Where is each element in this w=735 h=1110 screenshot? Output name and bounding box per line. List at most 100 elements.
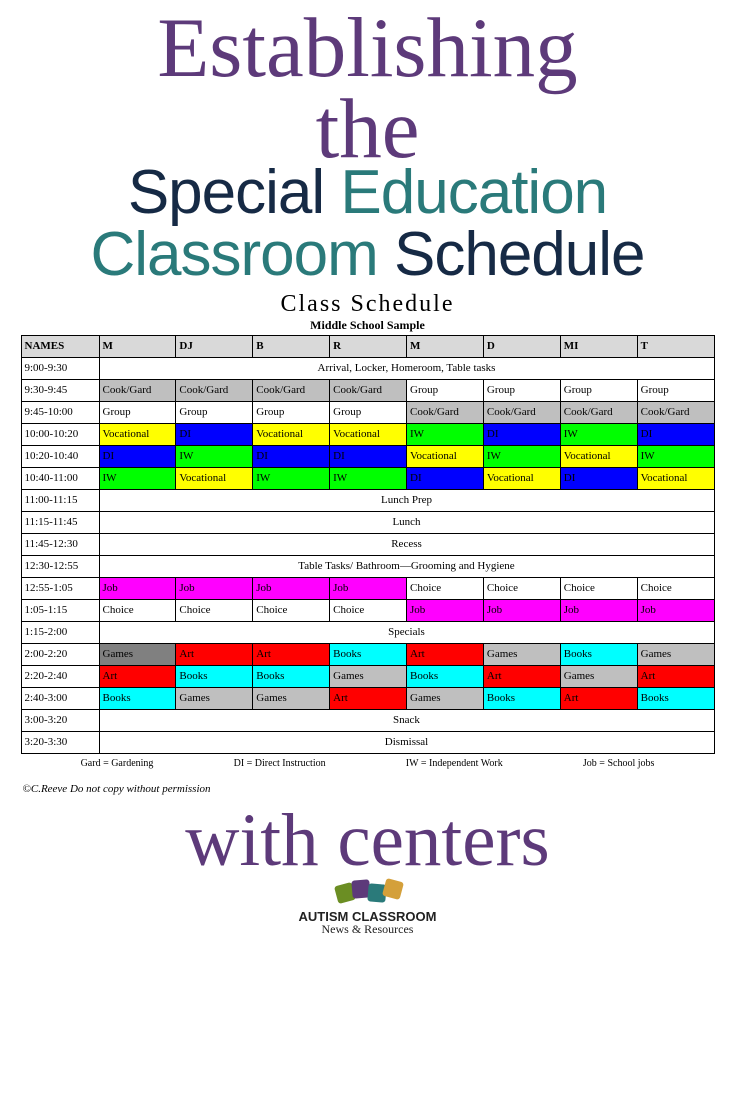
merged-cell: Lunch: [99, 511, 714, 533]
schedule-cell: DI: [407, 467, 484, 489]
schedule-cell: Art: [253, 643, 330, 665]
main-w2: Education: [340, 158, 607, 227]
schedule-cell: Books: [99, 687, 176, 709]
merged-cell: Recess: [99, 533, 714, 555]
merged-cell: Specials: [99, 621, 714, 643]
schedule-subtitle: Middle School Sample: [21, 318, 715, 333]
schedule-cell: DI: [330, 445, 407, 467]
time-cell: 1:15-2:00: [21, 621, 99, 643]
time-cell: 12:55-1:05: [21, 577, 99, 599]
col-header: M: [407, 335, 484, 357]
schedule-cell: Choice: [99, 599, 176, 621]
schedule-cell: IW: [99, 467, 176, 489]
main-w1: Special: [128, 158, 324, 227]
logo: AUTISM CLASSROOM News & Resources: [0, 878, 735, 938]
time-cell: 2:00-2:20: [21, 643, 99, 665]
schedule-cell: Games: [483, 643, 560, 665]
schedule-cell: Art: [560, 687, 637, 709]
col-header: DJ: [176, 335, 253, 357]
schedule-cell: DI: [176, 423, 253, 445]
time-cell: 11:15-11:45: [21, 511, 99, 533]
schedule-cell: Cook/Gard: [176, 379, 253, 401]
schedule-cell: Cook/Gard: [253, 379, 330, 401]
col-header: B: [253, 335, 330, 357]
schedule-cell: Group: [330, 401, 407, 423]
legend-item: Gard = Gardening: [81, 758, 154, 769]
schedule-cell: Choice: [637, 577, 714, 599]
heading-script-top: Establishing the: [0, 8, 735, 170]
schedule-cell: Art: [176, 643, 253, 665]
main-w4: Schedule: [394, 220, 645, 289]
schedule-cell: Cook/Gard: [99, 379, 176, 401]
schedule-cell: Group: [99, 401, 176, 423]
schedule-cell: Cook/Gard: [483, 401, 560, 423]
schedule-cell: Group: [483, 379, 560, 401]
schedule-cell: DI: [253, 445, 330, 467]
schedule-cell: Job: [253, 577, 330, 599]
merged-cell: Snack: [99, 709, 714, 731]
time-cell: 10:00-10:20: [21, 423, 99, 445]
schedule-cell: Books: [176, 665, 253, 687]
time-cell: 10:20-10:40: [21, 445, 99, 467]
main-w3: Classroom: [90, 220, 377, 289]
time-cell: 9:45-10:00: [21, 401, 99, 423]
schedule-cell: Games: [407, 687, 484, 709]
schedule-cell: Games: [99, 643, 176, 665]
schedule-cell: Job: [99, 577, 176, 599]
schedule-cell: Group: [637, 379, 714, 401]
time-cell: 12:30-12:55: [21, 555, 99, 577]
merged-cell: Lunch Prep: [99, 489, 714, 511]
schedule-cell: Job: [560, 599, 637, 621]
schedule-cell: Art: [330, 687, 407, 709]
schedule-cell: Vocational: [483, 467, 560, 489]
copyright-text: ©C.Reeve Do not copy without permission: [23, 783, 715, 795]
schedule-cell: Job: [637, 599, 714, 621]
schedule-cell: Job: [176, 577, 253, 599]
schedule-cell: Group: [560, 379, 637, 401]
heading-main: Special Education Classroom Schedule: [0, 162, 735, 286]
time-cell: 1:05-1:15: [21, 599, 99, 621]
logo-line2: News & Resources: [0, 922, 735, 937]
schedule-cell: Games: [176, 687, 253, 709]
merged-cell: Dismissal: [99, 731, 714, 753]
schedule-cell: Group: [176, 401, 253, 423]
schedule-cell: Job: [407, 599, 484, 621]
col-header: MI: [560, 335, 637, 357]
schedule-cell: IW: [253, 467, 330, 489]
schedule-cell: Choice: [330, 599, 407, 621]
schedule-cell: Books: [330, 643, 407, 665]
schedule-cell: Cook/Gard: [637, 401, 714, 423]
schedule-cell: Art: [407, 643, 484, 665]
logo-line1: AUTISM CLASSROOM: [0, 911, 735, 923]
schedule-cell: Group: [253, 401, 330, 423]
schedule-cell: DI: [483, 423, 560, 445]
schedule-legend: Gard = Gardening DI = Direct Instruction I…: [21, 758, 715, 769]
schedule-cell: Art: [637, 665, 714, 687]
time-cell: 11:45-12:30: [21, 533, 99, 555]
legend-item: IW = Independent Work: [406, 758, 503, 769]
schedule-cell: Choice: [560, 577, 637, 599]
schedule-cell: DI: [99, 445, 176, 467]
schedule-cell: Group: [407, 379, 484, 401]
legend-item: DI = Direct Instruction: [234, 758, 326, 769]
time-cell: 11:00-11:15: [21, 489, 99, 511]
schedule-cell: DI: [637, 423, 714, 445]
schedule-cell: Games: [330, 665, 407, 687]
schedule-cell: Job: [330, 577, 407, 599]
schedule-cell: Vocational: [176, 467, 253, 489]
logo-puzzle-icon: [328, 878, 408, 906]
schedule-cell: Vocational: [407, 445, 484, 467]
col-header: NAMES: [21, 335, 99, 357]
time-cell: 10:40-11:00: [21, 467, 99, 489]
time-cell: 2:20-2:40: [21, 665, 99, 687]
schedule-cell: Job: [483, 599, 560, 621]
schedule-title: Class Schedule: [21, 291, 715, 318]
col-header: M: [99, 335, 176, 357]
merged-cell: Table Tasks/ Bathroom—Grooming and Hygie…: [99, 555, 714, 577]
schedule-cell: Books: [637, 687, 714, 709]
schedule-container: Class Schedule Middle School Sample NAME…: [21, 291, 715, 795]
schedule-cell: Books: [253, 665, 330, 687]
time-cell: 3:20-3:30: [21, 731, 99, 753]
schedule-cell: Books: [560, 643, 637, 665]
schedule-cell: IW: [637, 445, 714, 467]
